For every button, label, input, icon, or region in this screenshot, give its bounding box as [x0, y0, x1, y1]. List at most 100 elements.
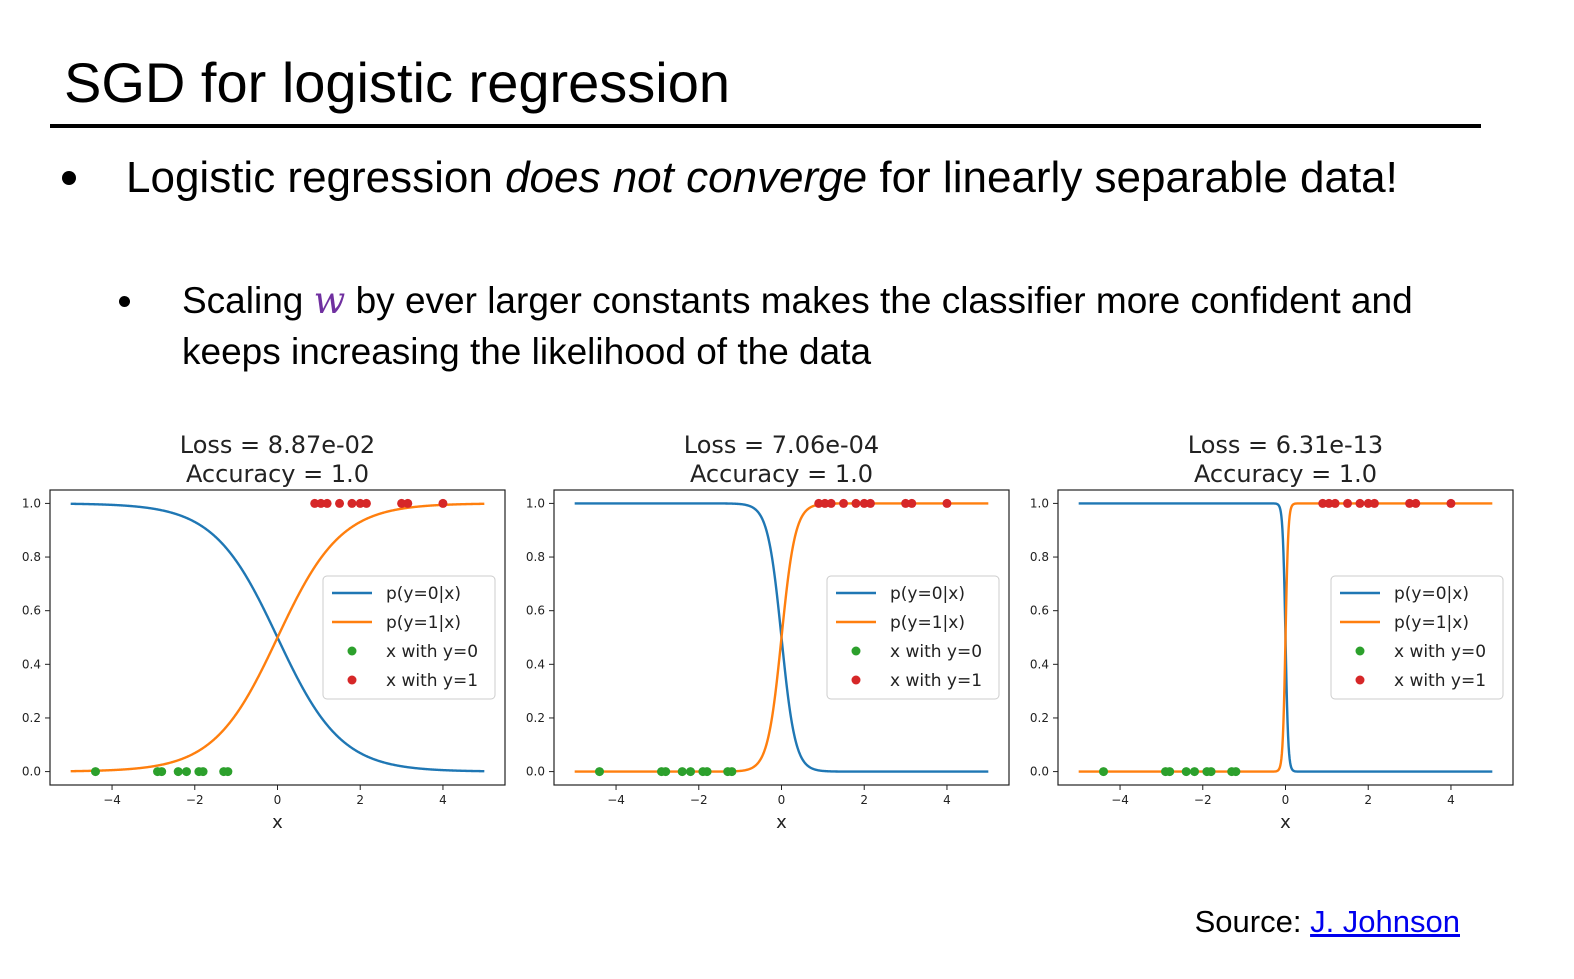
- point-y1: [820, 498, 830, 508]
- chart-subtitle: Accuracy = 1.0: [1194, 460, 1377, 488]
- legend-box: [322, 575, 496, 700]
- point-y1: [438, 498, 448, 508]
- point-y0: [1099, 767, 1108, 777]
- y-tick-label: 0.4: [526, 657, 545, 671]
- x-tick-label: 4: [943, 793, 951, 807]
- x-tick-label: 4: [1447, 793, 1455, 807]
- y-tick-label: 1.0: [22, 496, 41, 510]
- point-y1: [1411, 498, 1421, 508]
- source-attribution: Source: J. Johnson: [1195, 902, 1460, 942]
- legend: p(y=0|x) p(y=1|x) x with y=0 x with y=1: [322, 575, 496, 700]
- bullet-1-text-end: for linearly separable data!: [867, 153, 1398, 202]
- point-y1: [1405, 498, 1415, 508]
- legend-entry-y1-marker: [347, 675, 357, 685]
- legend-entry-p-y1-label: p(y=1|x): [386, 613, 461, 633]
- point-y1: [826, 498, 836, 508]
- point-y0: [661, 767, 671, 777]
- x-tick-label: 2: [1364, 793, 1372, 807]
- x-axis-label: x: [1280, 812, 1291, 833]
- chart-title: Loss = 6.31e-13: [1188, 431, 1383, 459]
- x-tick-label: −2: [690, 793, 708, 807]
- point-y1: [865, 498, 875, 508]
- y-tick-label: 0.2: [526, 711, 545, 725]
- legend-entry-p-y0-label: p(y=0|x): [890, 584, 965, 604]
- x-tick-label: 2: [356, 793, 364, 807]
- point-y0: [727, 767, 737, 777]
- point-y0: [182, 767, 191, 777]
- point-y1: [316, 498, 326, 508]
- x-tick-label: 0: [1282, 793, 1290, 807]
- point-y1: [942, 498, 952, 508]
- point-y0: [91, 767, 100, 777]
- point-y1: [1355, 498, 1365, 508]
- legend-entry-y0-marker: [347, 646, 357, 656]
- point-y0: [1231, 767, 1241, 777]
- point-y1: [1324, 498, 1334, 508]
- source-link[interactable]: J. Johnson: [1310, 904, 1460, 939]
- legend-entry-y0-marker: [851, 646, 861, 656]
- point-y0: [1206, 767, 1216, 777]
- point-y0: [686, 767, 695, 777]
- bullet-2-text-end: by ever larger constants makes the class…: [182, 280, 1413, 372]
- y-tick-label: 0.2: [22, 711, 41, 725]
- legend-box: [1330, 575, 1504, 700]
- point-y1: [1369, 498, 1379, 508]
- y-tick-label: 0.0: [22, 765, 41, 779]
- x-tick-label: −4: [607, 793, 625, 807]
- legend-entry-y0-label: x with y=0: [386, 642, 478, 662]
- x-tick-label: −2: [1194, 793, 1212, 807]
- point-y1: [1330, 498, 1340, 508]
- point-y0: [157, 767, 167, 777]
- legend-entry-y0-label: x with y=0: [1394, 642, 1486, 662]
- y-tick-label: 0.6: [1030, 604, 1049, 618]
- y-tick-label: 0.4: [22, 657, 41, 671]
- point-y0: [198, 767, 208, 777]
- bullet-1-text: Logistic regression: [126, 153, 506, 202]
- point-y1: [322, 498, 332, 508]
- y-tick-label: 0.4: [1030, 657, 1049, 671]
- point-y1: [361, 498, 371, 508]
- bullet-2-text: Scaling: [182, 280, 314, 321]
- chart-title: Loss = 8.87e-02: [180, 431, 375, 459]
- point-y0: [677, 767, 687, 777]
- point-y1: [1343, 498, 1353, 508]
- legend-entry-p-y1-label: p(y=1|x): [890, 613, 965, 633]
- legend-entry-y1-label: x with y=1: [890, 671, 982, 691]
- chart-subtitle: Accuracy = 1.0: [690, 460, 873, 488]
- x-tick-label: 0: [778, 793, 786, 807]
- y-tick-label: 0.0: [526, 765, 545, 779]
- x-axis-label: x: [272, 812, 283, 833]
- legend-entry-p-y0-label: p(y=0|x): [1394, 584, 1469, 604]
- point-y1: [859, 498, 869, 508]
- point-y1: [839, 498, 849, 508]
- y-tick-label: 0.2: [1030, 711, 1049, 725]
- charts-row: Loss = 8.87e-02 Accuracy = 1.0 −4 −2 0 2 4 0.0 0…: [0, 420, 1574, 850]
- y-tick-label: 0.8: [1030, 550, 1049, 564]
- legend-entry-y1-marker: [1355, 675, 1365, 685]
- source-label: Source:: [1194, 904, 1311, 939]
- point-y1: [397, 498, 407, 508]
- y-tick-label: 1.0: [1030, 496, 1049, 510]
- point-y1: [1318, 498, 1328, 508]
- point-y0: [1165, 767, 1175, 777]
- point-y0: [1181, 767, 1191, 777]
- bullet-1-emphasis: does not converge: [505, 153, 868, 202]
- point-y0: [702, 767, 712, 777]
- x-tick-label: 2: [860, 793, 868, 807]
- y-tick-label: 0.6: [526, 604, 545, 618]
- point-y1: [347, 498, 357, 508]
- point-y1: [355, 498, 365, 508]
- point-y1: [335, 498, 345, 508]
- legend-entry-y1-label: x with y=1: [1394, 671, 1486, 691]
- point-y1: [1446, 498, 1456, 508]
- point-y1: [814, 498, 824, 508]
- x-tick-label: −4: [1111, 793, 1129, 807]
- bullet-1: Logistic regression does not converge fo…: [126, 148, 1506, 208]
- point-y1: [901, 498, 911, 508]
- legend: p(y=0|x) p(y=1|x) x with y=0 x with y=1: [1330, 575, 1504, 700]
- variable-w: w: [313, 279, 346, 322]
- series-line-p-y1: [70, 502, 485, 773]
- chart-title: Loss = 7.06e-04: [684, 431, 879, 459]
- legend-entry-y1-label: x with y=1: [386, 671, 478, 691]
